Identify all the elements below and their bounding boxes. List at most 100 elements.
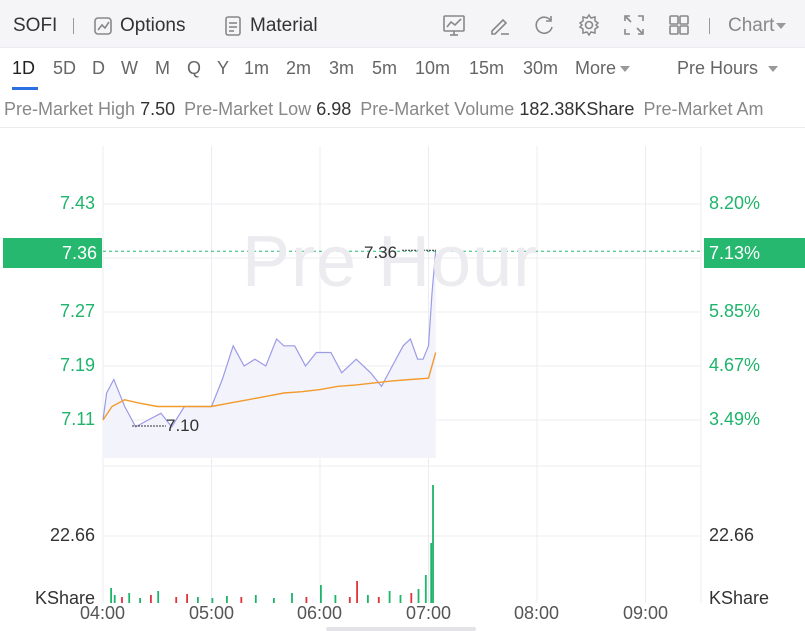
premarket-amount-label: Pre-Market Am (643, 99, 764, 119)
more-periods-dropdown[interactable]: More (575, 58, 631, 79)
percent-tick: 5.85% (709, 301, 761, 321)
chart-watermark: Pre Hour (242, 222, 539, 302)
volume-bar (175, 597, 178, 603)
layout-icon[interactable] (666, 12, 692, 38)
average-price-line (102, 352, 437, 421)
volume-bar (197, 597, 199, 603)
fullscreen-icon[interactable] (621, 12, 647, 38)
session-label: Pre Hours (677, 58, 759, 78)
chevron-down-icon (776, 23, 787, 29)
chart-scroll-handle[interactable] (326, 627, 476, 631)
volume-bar (377, 597, 380, 603)
premarket-volume-label: Pre-Market Volume (360, 99, 515, 119)
period-tab-5m[interactable]: 5m (372, 58, 398, 78)
volume-bar (139, 598, 141, 603)
options-button[interactable]: Options (92, 12, 185, 40)
volume-bar (157, 591, 160, 603)
period-tab-w[interactable]: W (121, 58, 138, 78)
period-tab-30m[interactable]: 30m (523, 58, 559, 78)
time-tick: 04:00 (80, 603, 126, 623)
volume-unit-right: KShare (709, 588, 770, 608)
volume-bar (110, 588, 112, 603)
volume-bar (211, 598, 214, 603)
volume-bar (424, 575, 427, 603)
current-price-tag: 7.36 (3, 238, 102, 268)
volume-bar (226, 596, 228, 603)
symbol-label[interactable]: SOFI (13, 15, 58, 36)
volume-bar (273, 598, 275, 603)
volume-bar (430, 543, 433, 603)
chevron-down-icon (768, 66, 779, 73)
session-dropdown[interactable]: Pre Hours (677, 58, 779, 79)
current-change-tag: 7.13% (704, 238, 805, 268)
premarket-high-label: Pre-Market High (4, 99, 136, 119)
price-area (103, 251, 436, 458)
volume-bar (417, 589, 420, 603)
material-button[interactable]: Material (222, 12, 318, 40)
toolbar-divider (73, 18, 74, 34)
period-tab-1m[interactable]: 1m (244, 58, 270, 78)
premarket-low-label: Pre-Market Low (184, 99, 312, 119)
material-label: Material (250, 15, 318, 36)
time-tick: 08:00 (514, 603, 560, 623)
active-period-indicator (12, 87, 38, 90)
options-label: Options (120, 15, 186, 36)
volume-tick: 22.66 (49, 525, 95, 545)
price-tick: 7.43 (59, 193, 95, 213)
premarket-stats-bar: Pre-Market High 7.50 Pre-Market Low 6.98… (0, 92, 805, 128)
volume-bar (254, 595, 257, 603)
period-tab-3m[interactable]: 3m (329, 58, 355, 78)
volume-bar (399, 595, 402, 603)
volume-bar (348, 597, 351, 603)
percent-tick: 4.67% (709, 355, 761, 375)
premarket-high-value: 7.50 (140, 99, 176, 119)
draw-icon[interactable] (487, 12, 513, 38)
chevron-down-icon (620, 66, 631, 73)
volume-bar (113, 595, 116, 603)
price-line (102, 251, 437, 428)
chart-type-label: Chart (728, 15, 775, 36)
period-tab-2m[interactable]: 2m (286, 58, 312, 78)
volume-bar (128, 593, 131, 603)
premarket-volume-value: 182.38KShare (519, 99, 635, 119)
indicator-icon[interactable] (441, 12, 467, 38)
period-tabs: 1D 5D D W M Q Y 1m 2m 3m 5m 10m 15m 30m More Pre Hours (0, 48, 805, 92)
premarket-low-value: 6.98 (316, 99, 352, 119)
volume-bar (334, 595, 337, 603)
volume-bar (150, 595, 152, 603)
period-tab-15m[interactable]: 15m (469, 58, 505, 78)
price-tick: 7.11 (61, 409, 95, 429)
period-tab-1d[interactable]: 1D (12, 58, 36, 78)
volume-bar (291, 593, 293, 603)
settings-icon[interactable] (576, 12, 602, 38)
volume-bar (356, 581, 358, 603)
high-price-marker: 7.36 (364, 243, 398, 262)
chart-type-dropdown[interactable]: Chart (728, 12, 787, 40)
period-tab-y[interactable]: Y (217, 58, 230, 78)
period-tab-m[interactable]: M (155, 58, 170, 78)
volume-bar (121, 597, 123, 603)
price-chart[interactable]: Pre Hour 7.43 7.27 7.19 7.11 8.20% 5.85%… (0, 128, 805, 631)
time-tick: 06:00 (297, 603, 343, 623)
volume-tick-right: 22.66 (709, 525, 755, 545)
volume-bar (305, 597, 308, 603)
period-tab-5d[interactable]: 5D (53, 58, 77, 78)
volume-bar (240, 597, 243, 603)
price-tick: 7.27 (59, 301, 95, 321)
price-tick: 7.19 (59, 355, 95, 375)
period-tab-d[interactable]: D (92, 58, 105, 78)
material-icon (225, 16, 241, 36)
volume-bar (432, 485, 434, 603)
volume-bar (186, 594, 188, 603)
more-label: More (575, 58, 617, 78)
refresh-icon[interactable] (531, 12, 557, 38)
period-tab-10m[interactable]: 10m (415, 58, 451, 78)
options-icon (94, 17, 112, 35)
time-tick: 05:00 (189, 603, 235, 623)
toolbar-divider (709, 18, 710, 34)
period-tab-q[interactable]: Q (187, 58, 202, 78)
chart-canvas (102, 146, 702, 603)
volume-bar (410, 593, 413, 603)
volume-bar (320, 585, 322, 603)
low-price-marker: 7.10 (166, 416, 200, 435)
